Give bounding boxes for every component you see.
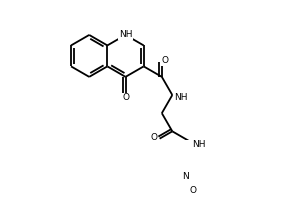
Text: O: O [151,133,158,142]
Text: NH: NH [119,30,132,39]
Text: O: O [122,93,129,102]
Text: NH: NH [193,140,206,149]
Text: N: N [182,172,189,181]
Text: NH: NH [174,93,188,102]
Text: O: O [162,56,169,65]
Text: O: O [190,186,197,195]
